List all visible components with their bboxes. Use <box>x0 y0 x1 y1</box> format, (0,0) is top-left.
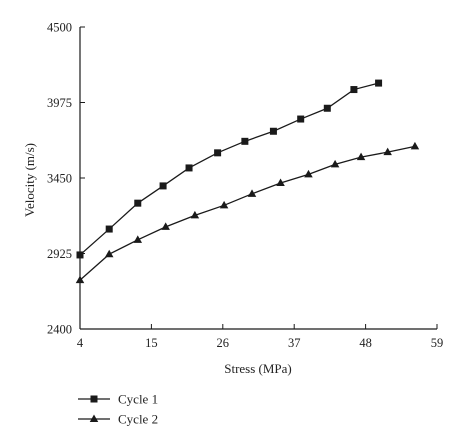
series-line <box>79 82 379 256</box>
x-tick-label: 48 <box>359 336 372 350</box>
legend: Cycle 1 Cycle 2 <box>78 392 158 427</box>
x-axis-ticks: 4 15 26 37 48 59 <box>77 324 443 350</box>
axes <box>79 27 437 330</box>
series-1 <box>76 79 383 259</box>
y-tick-label: 2925 <box>47 247 72 261</box>
data-point <box>133 235 143 243</box>
series-line <box>79 145 416 281</box>
data-point <box>356 152 366 161</box>
plot-area <box>75 79 420 284</box>
x-axis-label: Stress (MPa) <box>224 361 292 376</box>
data-point <box>304 169 313 178</box>
legend-entry: Cycle 1 <box>78 392 158 407</box>
data-point <box>350 86 358 94</box>
data-point <box>185 164 193 172</box>
legend-label: Cycle 2 <box>118 412 158 427</box>
y-tick-label: 2400 <box>47 323 72 337</box>
legend-label: Cycle 1 <box>118 392 158 407</box>
legend-marker <box>90 395 98 403</box>
x-tick-label: 4 <box>77 336 84 350</box>
y-tick-label: 3450 <box>47 172 72 186</box>
x-tick-label: 59 <box>431 336 444 350</box>
data-point <box>330 159 340 168</box>
legend-entry: Cycle 2 <box>78 412 158 427</box>
legend-marker <box>89 414 99 422</box>
data-point <box>104 249 114 258</box>
y-tick-label: 4500 <box>47 21 72 35</box>
x-tick-label: 37 <box>288 336 301 350</box>
data-point <box>297 115 305 123</box>
data-point <box>276 178 285 187</box>
data-point <box>219 200 229 209</box>
data-point <box>134 199 142 207</box>
data-point <box>214 149 222 157</box>
y-axis-label: Velocity (m/s) <box>22 143 37 217</box>
data-point <box>76 251 84 259</box>
data-point <box>241 137 249 145</box>
y-axis-ticks: 2400 2925 3450 3975 4500 <box>47 21 85 337</box>
series-2 <box>75 141 420 284</box>
data-point <box>375 79 383 87</box>
data-point <box>383 147 392 156</box>
data-point <box>190 210 200 219</box>
x-tick-label: 26 <box>217 336 230 350</box>
data-point <box>269 127 277 135</box>
data-point <box>410 141 420 150</box>
data-point <box>105 225 113 233</box>
data-point <box>159 182 167 190</box>
data-point <box>161 222 170 230</box>
data-point <box>75 275 85 284</box>
data-point <box>247 189 257 197</box>
data-point <box>323 104 331 112</box>
y-tick-label: 3975 <box>47 96 72 110</box>
x-tick-label: 15 <box>145 336 158 350</box>
